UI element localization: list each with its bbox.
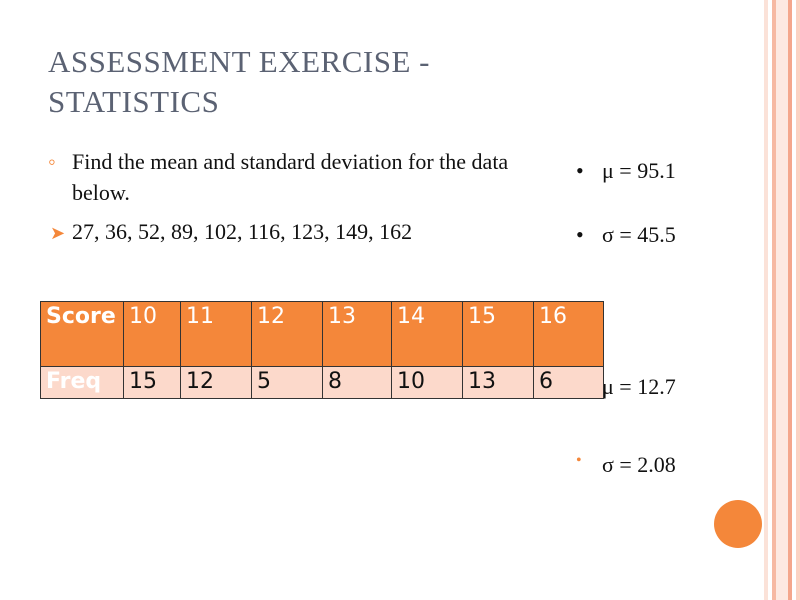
table-cell: 10 bbox=[123, 301, 181, 367]
result: σ = 45.5 bbox=[602, 222, 676, 247]
table-cell: Freq bbox=[40, 366, 124, 399]
dot: • bbox=[576, 158, 584, 183]
table-cell: 8 bbox=[322, 366, 392, 399]
dot: • bbox=[576, 222, 584, 247]
result: σ = 2.08 bbox=[602, 452, 676, 477]
table: Score 10 11 12 13 14 15 16 Freq 15 12 5 8 10 13 6 bbox=[40, 301, 604, 399]
table-cell: 12 bbox=[251, 301, 323, 367]
bullet-mark: ➤ bbox=[50, 223, 66, 243]
table-cell: Score bbox=[40, 301, 124, 367]
table-cell: 6 bbox=[533, 366, 604, 399]
decor-circle bbox=[714, 500, 762, 548]
bullet: 27, 36, 52, 89, 102, 116, 123, 149, 162 bbox=[72, 219, 413, 244]
stripes bbox=[764, 0, 800, 600]
table-row: Score 10 11 12 13 14 15 16 bbox=[40, 301, 604, 367]
table-cell: 13 bbox=[462, 366, 534, 399]
table-cell: 12 bbox=[180, 366, 252, 399]
dot: • bbox=[576, 452, 582, 469]
bullet-mark: ◦ bbox=[48, 149, 56, 174]
result: μ = 12.7 bbox=[602, 374, 676, 399]
title: ASSESSMENT EXERCISE - STATISTICS bbox=[48, 44, 430, 119]
table-cell: 15 bbox=[123, 366, 181, 399]
table-cell: 11 bbox=[180, 301, 252, 367]
table-row: Freq 15 12 5 8 10 13 6 bbox=[40, 366, 604, 399]
table-cell: 14 bbox=[391, 301, 463, 367]
table-cell: 10 bbox=[391, 366, 463, 399]
result: μ = 95.1 bbox=[602, 158, 676, 183]
table-cell: 15 bbox=[462, 301, 534, 367]
table-cell: 16 bbox=[533, 301, 604, 367]
table-cell: 5 bbox=[251, 366, 323, 399]
table-cell: 13 bbox=[322, 301, 392, 367]
bullet: Find the mean and standard deviation for… bbox=[72, 149, 509, 205]
